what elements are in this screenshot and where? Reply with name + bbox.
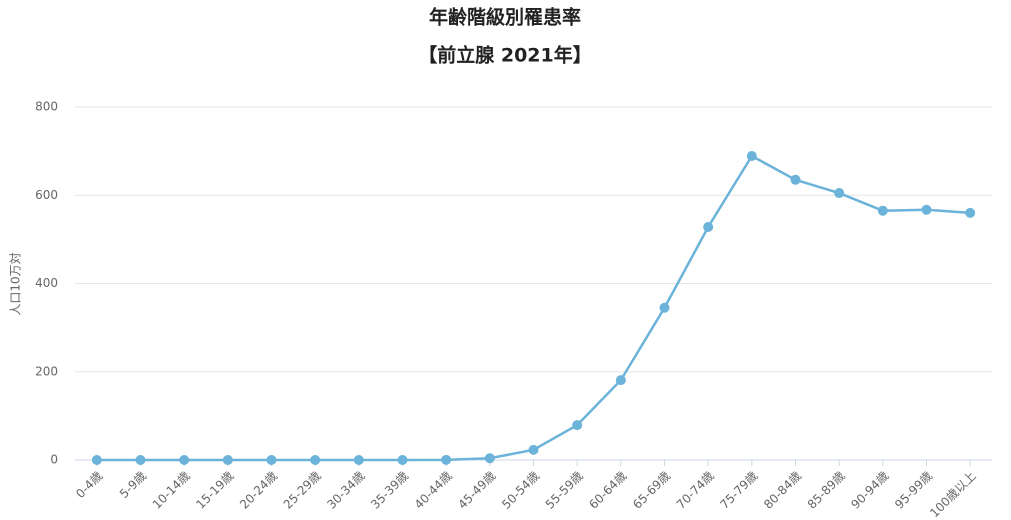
x-tick-label: 5-9歳 <box>117 469 149 501</box>
x-tick-label: 50-54歳 <box>499 469 542 512</box>
point <box>790 174 801 185</box>
point <box>484 453 495 464</box>
y-axis-label: 人口10万対 <box>9 252 23 315</box>
y-tick-label: 0 <box>50 453 58 467</box>
point <box>441 454 452 465</box>
point <box>746 150 757 161</box>
x-tick-label: 85-89歳 <box>805 469 848 512</box>
x-tick-label: 75-79歳 <box>717 469 760 512</box>
point <box>310 455 321 465</box>
point <box>921 204 932 215</box>
point <box>659 302 670 313</box>
point <box>834 188 845 199</box>
x-tick-label: 45-49歳 <box>455 469 498 512</box>
x-tick-label: 55-59歳 <box>543 469 586 512</box>
point <box>572 420 583 431</box>
x-tick-label: 20-24歳 <box>237 469 280 512</box>
chart-title: 年齢階級別罹患率 <box>429 6 581 29</box>
point <box>266 455 277 465</box>
point <box>135 455 146 465</box>
x-tick-label: 40-44歳 <box>412 469 455 512</box>
x-tick-label: 0-4歳 <box>73 469 105 501</box>
x-tick-label: 80-84歳 <box>761 469 804 512</box>
y-tick-label: 400 <box>35 276 58 290</box>
x-tick-label: 35-39歳 <box>368 469 411 512</box>
x-tick-label: 25-29歳 <box>281 469 324 512</box>
chart-subtitle: 【前立腺 2021年】 <box>418 44 592 67</box>
point <box>965 207 976 218</box>
x-tick-label: 30-34歳 <box>324 469 367 512</box>
x-tick-label: 100歳以上 <box>927 469 979 520</box>
x-tick-label: 10-14歳 <box>150 469 193 512</box>
point <box>615 375 626 386</box>
x-tick-label: 65-69歳 <box>630 469 673 512</box>
y-tick-label: 800 <box>35 100 58 114</box>
point <box>353 455 364 465</box>
y-tick-label: 600 <box>35 188 58 202</box>
x-tick-label: 60-64歳 <box>586 469 629 512</box>
point <box>528 444 539 455</box>
y-tick-label: 200 <box>35 364 58 378</box>
point <box>179 455 190 465</box>
x-tick-label: 90-94歳 <box>848 469 891 512</box>
line <box>96 154 971 462</box>
x-tick-label: 95-99歳 <box>892 469 935 512</box>
point <box>703 222 714 233</box>
point <box>397 455 408 465</box>
x-tick-label: 70-74歳 <box>674 469 717 512</box>
point <box>222 455 233 465</box>
point <box>91 455 102 465</box>
point <box>877 205 888 216</box>
x-tick-label: 15-19歳 <box>193 469 236 512</box>
